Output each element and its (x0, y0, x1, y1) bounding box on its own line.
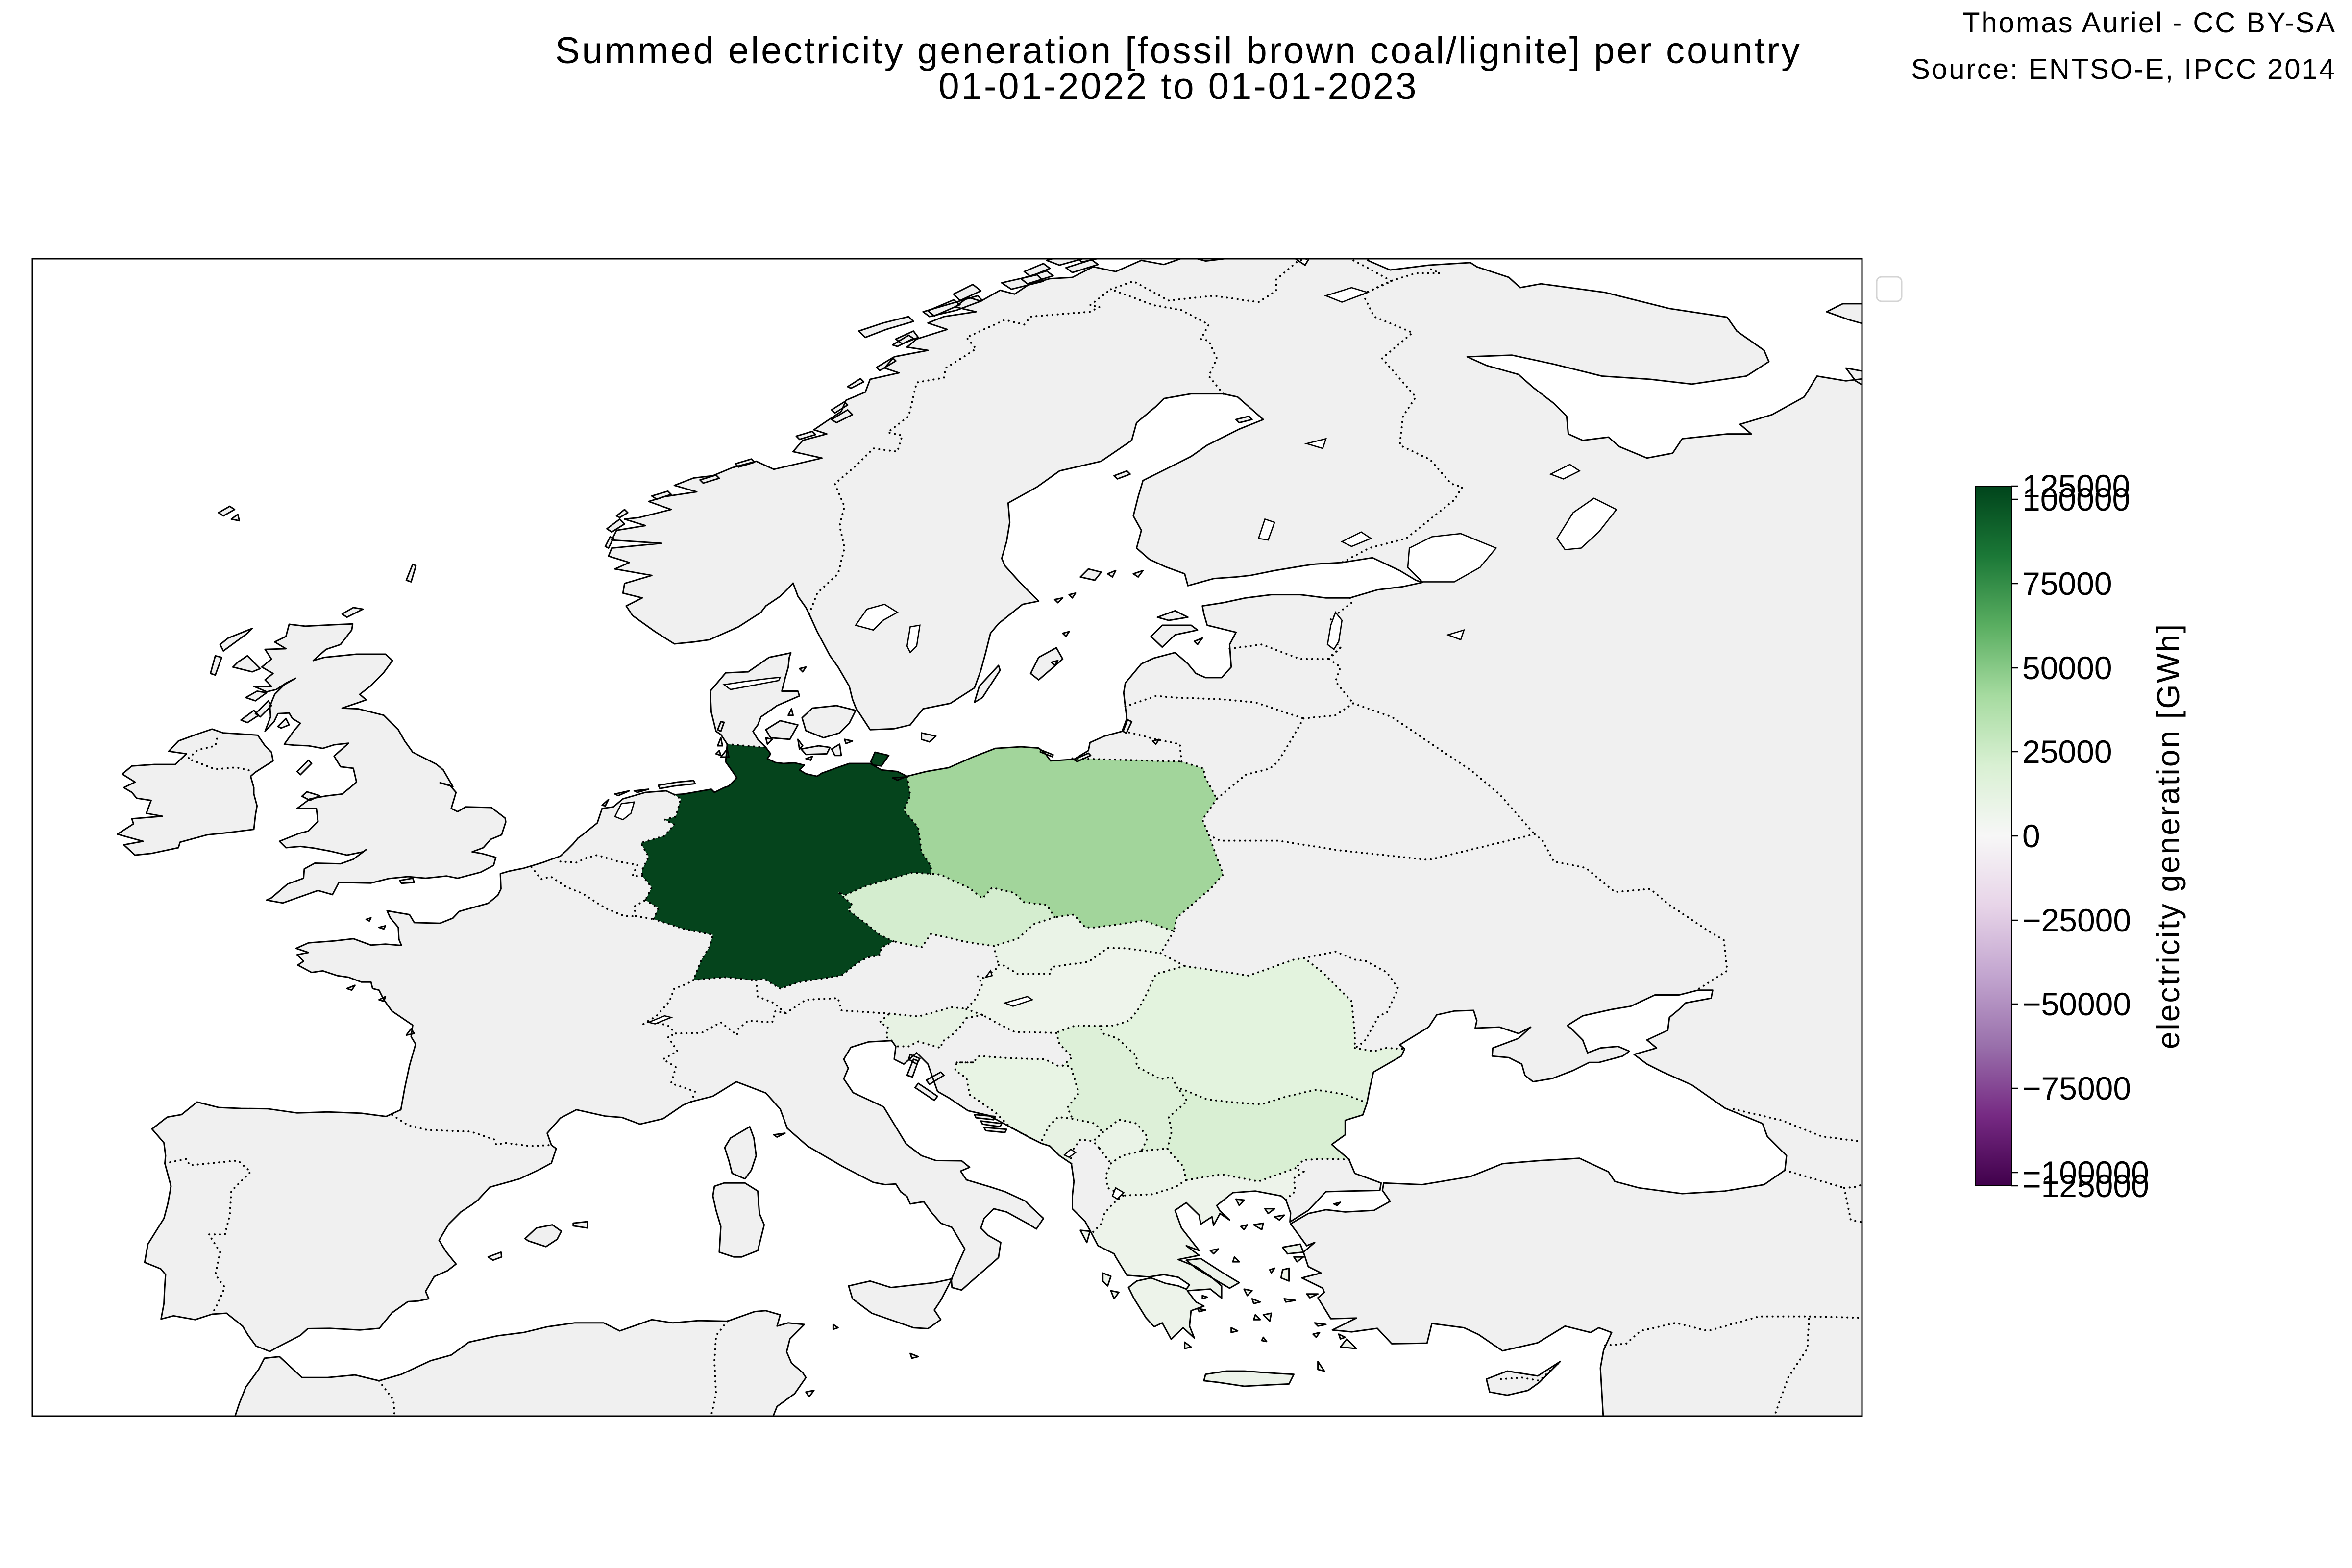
svg-text:−75000: −75000 (2022, 1070, 2131, 1106)
svg-text:−100000: −100000 (2022, 1154, 2149, 1191)
svg-text:100000: 100000 (2022, 481, 2130, 517)
svg-text:75000: 75000 (2022, 565, 2112, 602)
svg-text:0: 0 (2022, 818, 2040, 854)
svg-text:01-01-2022 to 01-01-2023: 01-01-2022 to 01-01-2023 (938, 66, 1418, 107)
svg-text:50000: 50000 (2022, 650, 2112, 686)
svg-text:25000: 25000 (2022, 734, 2112, 770)
svg-text:−50000: −50000 (2022, 986, 2131, 1022)
svg-text:Thomas Auriel - CC BY-SA: Thomas Auriel - CC BY-SA (1962, 7, 2336, 39)
svg-text:125000: 125000 (2022, 468, 2130, 504)
svg-text:−125000: −125000 (2022, 1168, 2149, 1204)
svg-text:electricity generation [GWh]: electricity generation [GWh] (2151, 623, 2186, 1049)
svg-text:Summed electricity generation: Summed electricity generation [fossil br… (555, 30, 1802, 72)
svg-text:−25000: −25000 (2022, 902, 2131, 938)
svg-text:Source: ENTSO-E, IPCC 2014: Source: ENTSO-E, IPCC 2014 (1911, 53, 2336, 85)
